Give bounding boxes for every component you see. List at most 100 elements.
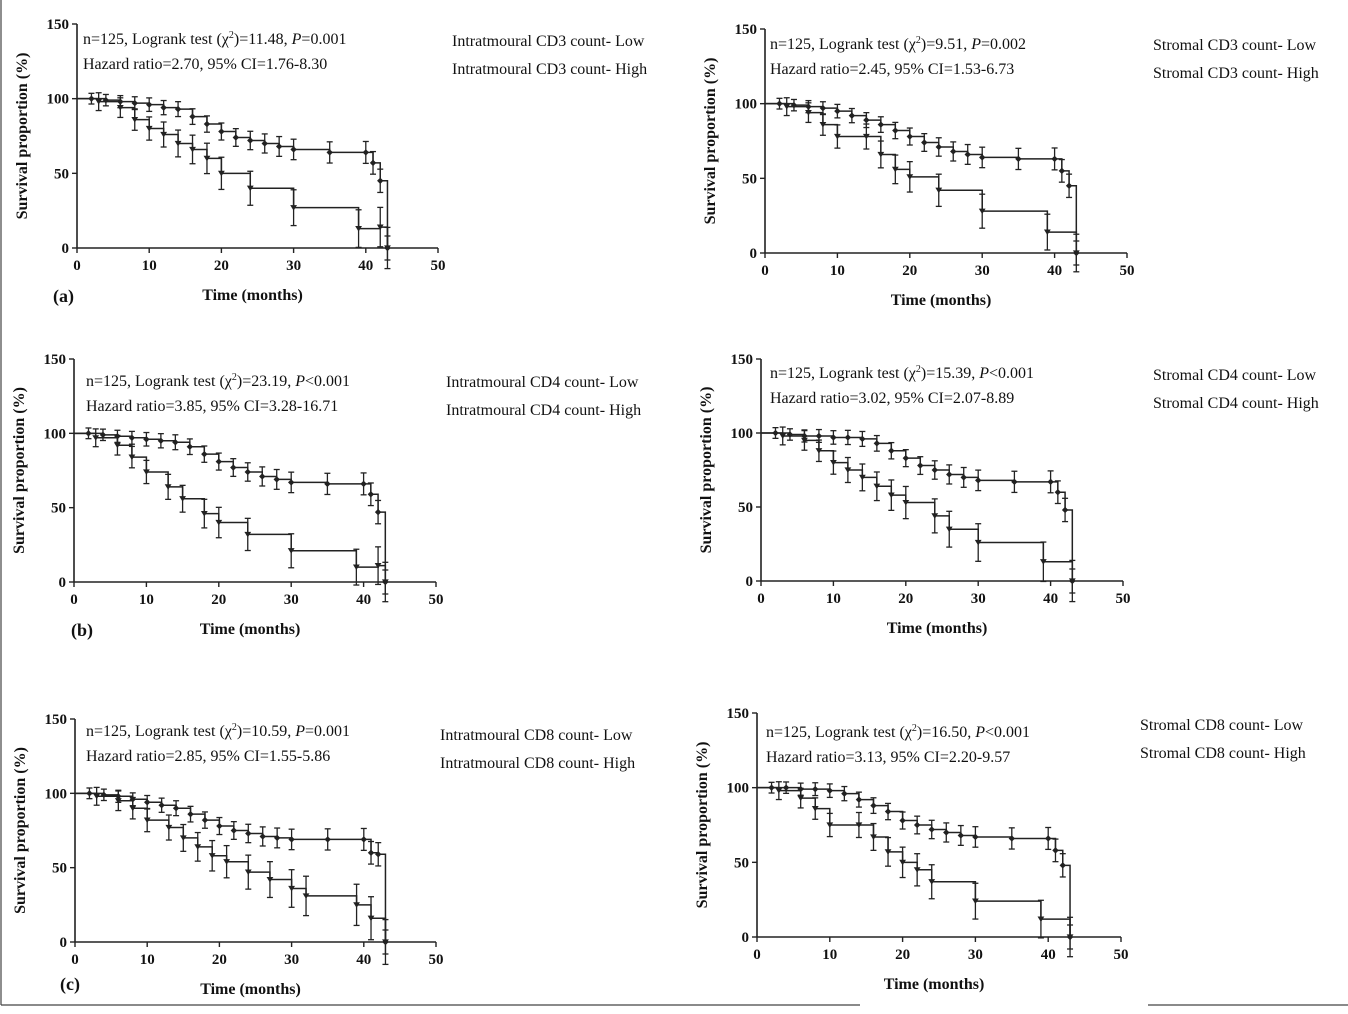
x-tick-label: 50 [431,258,446,274]
x-tick-label: 50 [1116,591,1131,607]
x-tick-label: 20 [898,591,913,607]
km-series-high [765,97,1080,273]
legend-entry: Stromal CD8 count- Low [1140,717,1304,734]
censor-marker [382,939,389,945]
censor-marker [266,876,274,883]
censor-marker [362,149,369,156]
y-tick-label: 50 [734,855,749,871]
censor-marker [259,473,266,480]
hazard-ratio: Hazard ratio=2.85, 95% CI=1.55-5.86 [86,748,330,765]
censor-marker [116,105,124,111]
x-tick-label: 40 [356,952,371,968]
censor-marker [244,531,252,538]
legend-entry: Intratmoural CD8 count- High [440,755,635,772]
censor-marker [946,471,953,478]
censor-marker [913,867,921,873]
censor-marker [215,458,222,465]
censor-marker [906,174,914,180]
censor-marker [786,431,794,438]
censor-marker [906,133,913,140]
censor-marker [290,146,297,153]
censor-marker [921,139,928,146]
censor-marker [979,154,986,161]
x-tick-label: 0 [757,591,765,607]
logrank-stats: n=125, Logrank test (χ2)=9.51, P=0.002 [770,35,1026,53]
x-tick-label: 40 [1043,591,1058,607]
x-tick-label: 10 [139,592,154,608]
censor-marker [870,834,877,840]
censor-marker [1045,835,1052,842]
censor-marker [374,508,382,516]
x-tick-label: 0 [753,947,761,963]
x-tick-label: 20 [212,952,227,968]
censor-marker [841,790,848,797]
censor-marker [146,101,153,108]
censor-marker [779,433,787,439]
censor-marker [783,104,791,110]
censor-marker [819,121,827,128]
x-tick-label: 30 [286,258,301,274]
x-tick-label: 10 [830,263,845,279]
km-panel-1: 0 50 100 150 0 10 20 30 40 50 Time (months) Surviva… [14,17,647,307]
x-axis-title: Time (months) [200,981,301,998]
y-tick-label: 0 [59,575,67,591]
x-tick-label: 10 [140,952,155,968]
y-tick-label: 100 [727,781,750,797]
x-tick-label: 20 [211,592,226,608]
censor-marker [830,434,837,441]
censor-marker [324,836,331,843]
censor-marker [917,462,924,469]
censor-marker [259,833,266,840]
censor-marker [100,791,108,799]
censor-marker [945,526,953,533]
km-curve [765,102,1078,253]
censor-marker [290,205,297,211]
censor-marker [855,822,863,828]
censor-marker [960,474,967,481]
x-tick-label: 40 [1047,263,1062,279]
censor-marker [114,798,122,804]
censor-marker [367,849,375,856]
censor-marker [247,137,254,144]
km-curve [757,786,1071,937]
y-tick-label: 0 [62,241,70,257]
censor-marker [160,131,168,138]
censor-marker [819,104,827,112]
censor-marker [815,448,823,454]
censor-marker [844,467,852,473]
legend-entry: Intratmoural CD3 count- High [452,61,647,78]
x-tick-label: 30 [968,947,983,963]
censor-marker [189,146,196,153]
censor-marker [1039,559,1047,565]
censor-marker [179,496,186,502]
panel-label: (a) [53,286,74,307]
censor-marker [143,436,150,443]
y-axis-title: Survival proportion (%) [698,387,715,554]
panel-label: (b) [71,620,93,641]
censor-marker [302,893,310,899]
x-axis-title: Time (months) [202,287,303,304]
censor-marker [801,437,808,444]
km-series-low [765,97,1080,266]
y-axis-title: Survival proportion (%) [14,53,31,220]
legend-entry: Stromal CD3 count- High [1153,65,1319,82]
censor-marker [863,116,870,124]
y-axis-title: Survival proportion (%) [12,747,29,914]
censor-marker [145,125,153,132]
censor-marker [972,898,979,905]
censor-marker [128,434,136,441]
censor-marker [877,121,885,128]
censor-marker [245,830,252,837]
censor-marker [374,563,382,569]
censor-marker [288,885,295,892]
censor-marker [216,822,223,830]
y-tick-label: 150 [47,17,70,33]
censor-marker [830,460,837,466]
censor-marker [244,468,251,476]
censor-marker [1068,578,1076,584]
censor-marker [834,107,841,115]
logrank-stats: n=125, Logrank test (χ2)=10.59, P=0.001 [86,722,350,740]
censor-marker [884,808,892,815]
censor-marker [230,464,237,471]
